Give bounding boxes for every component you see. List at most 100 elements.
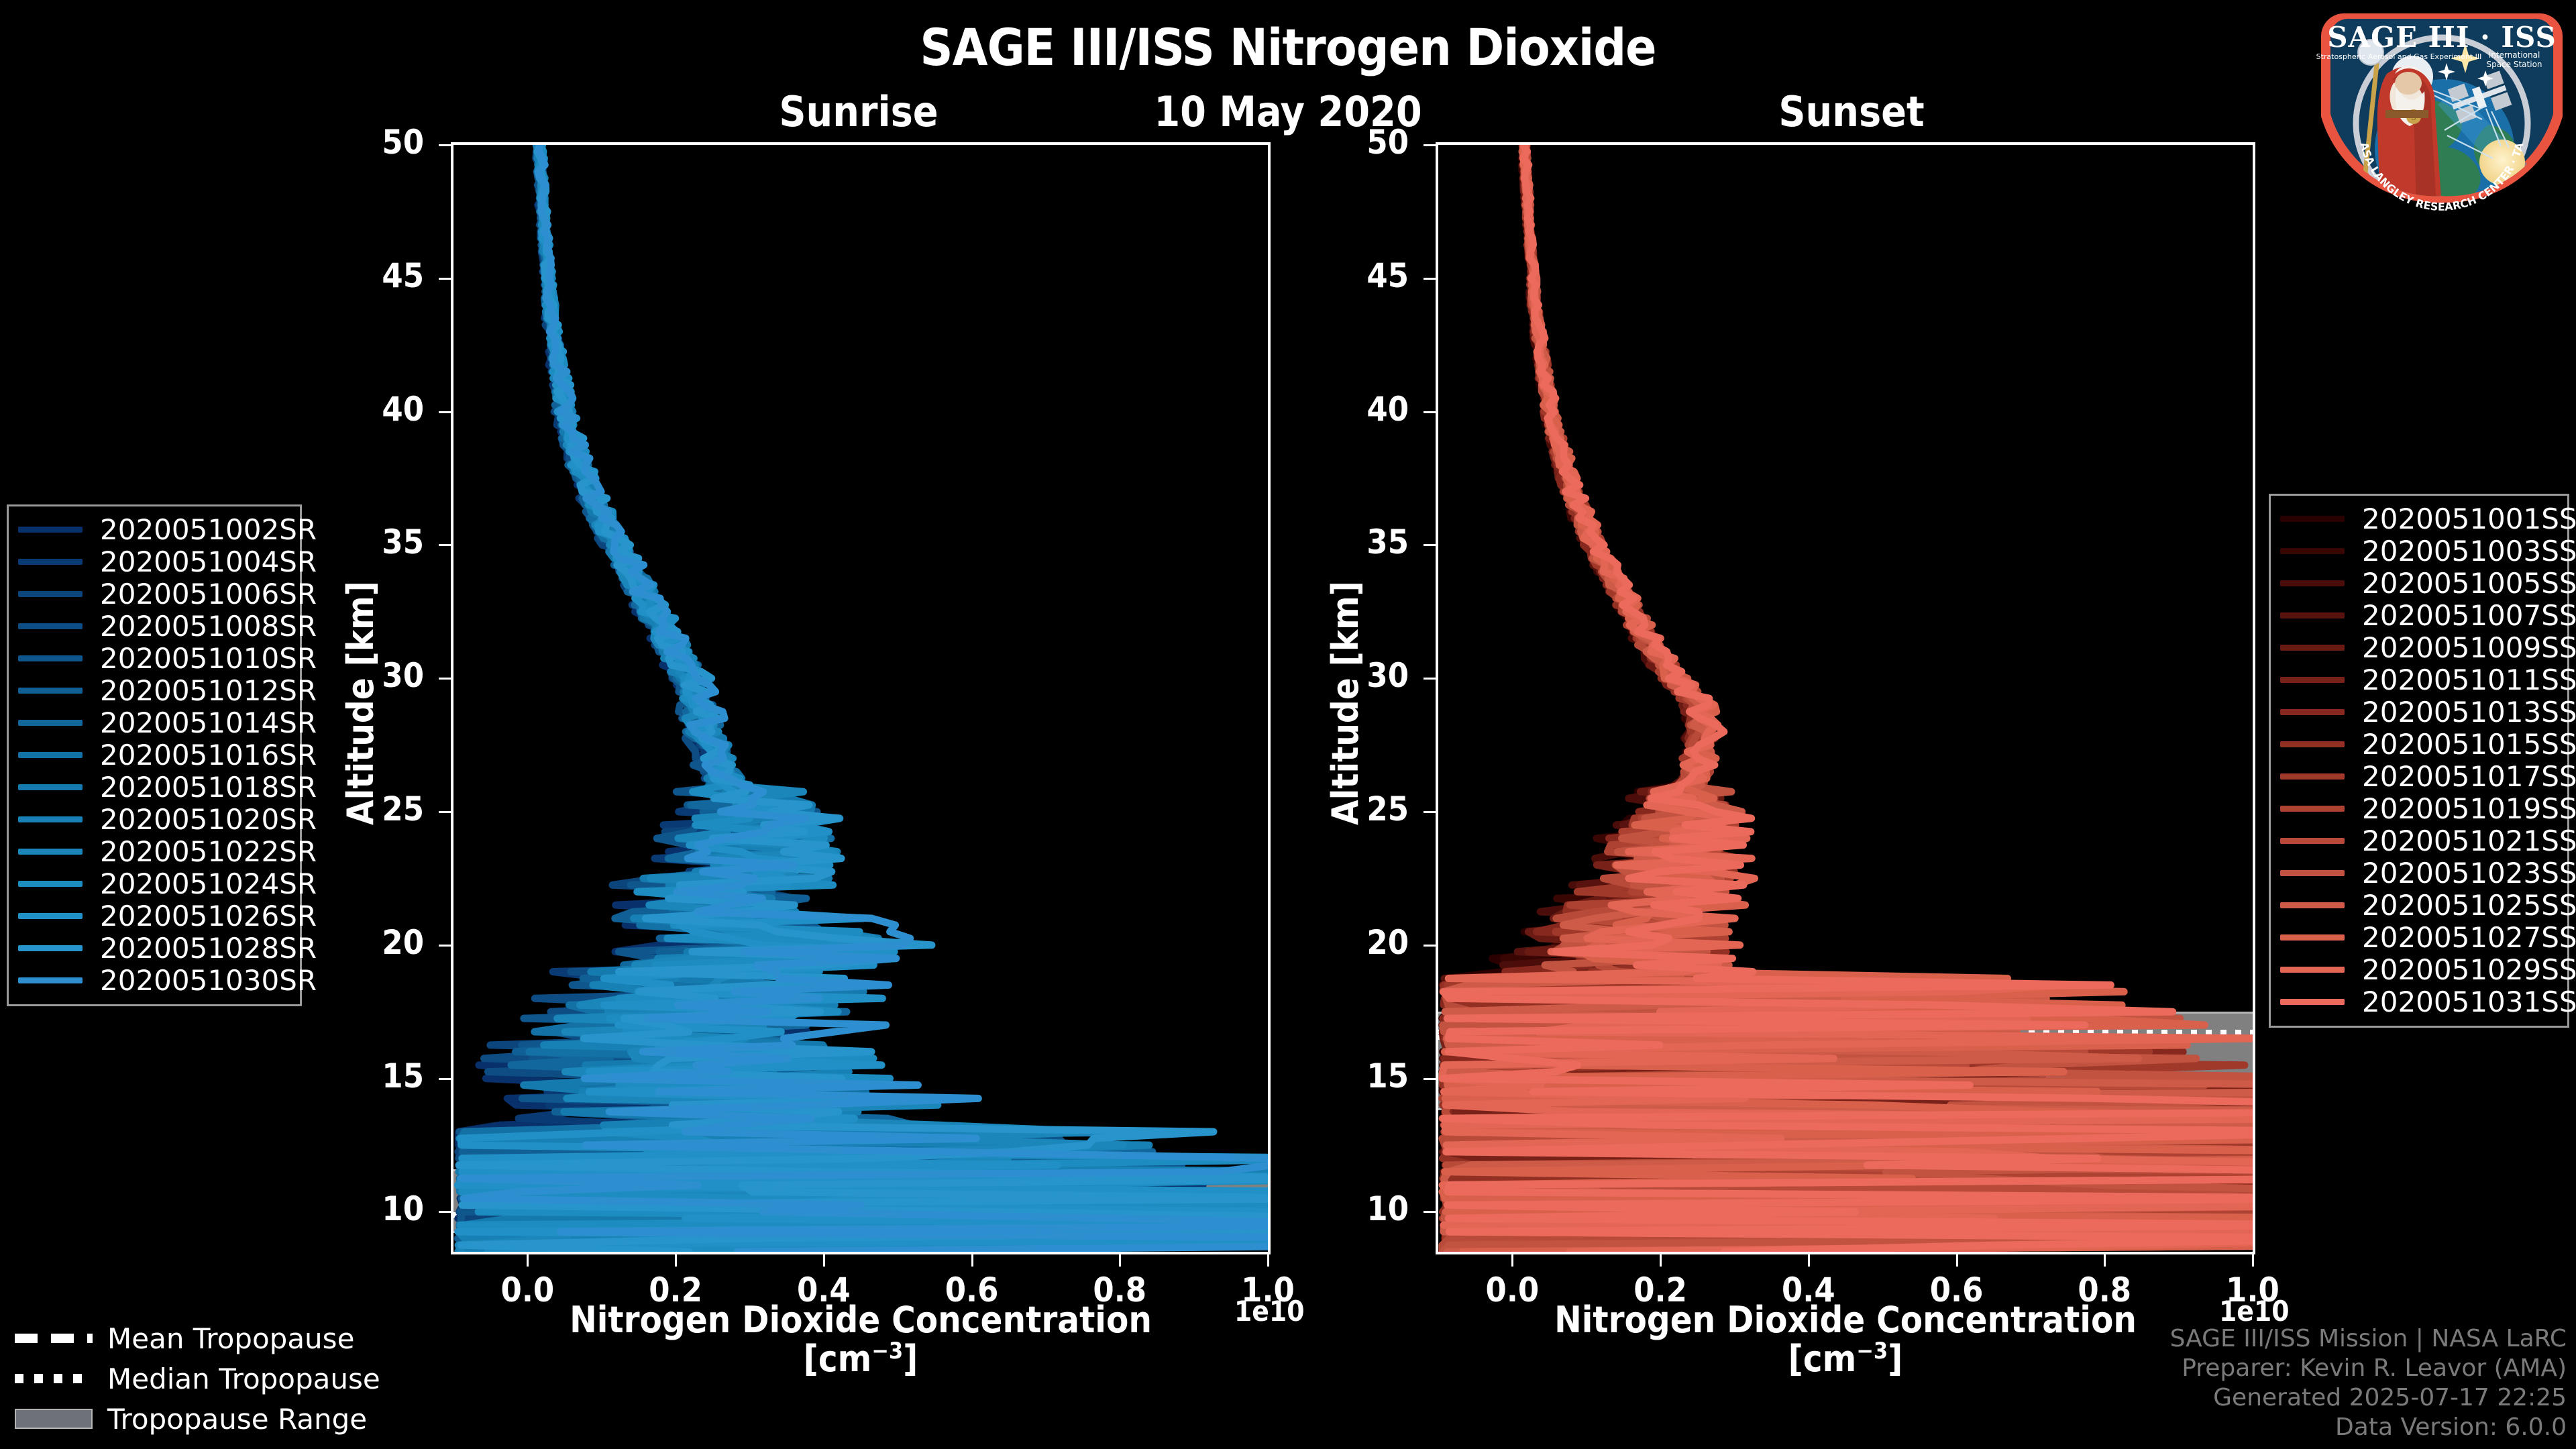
tropopause-key-median-marker xyxy=(15,1374,93,1383)
y-tick-ss-15 xyxy=(1424,1077,1436,1080)
legend-sunset-item[interactable]: 2020051011SS xyxy=(2280,663,2576,696)
credits-line-3: Generated 2025-07-17 22:25 xyxy=(2213,1384,2567,1412)
tropopause-key-mean-label: Mean Tropopause xyxy=(107,1322,355,1355)
patch-subtitle-right-line2: Space Station xyxy=(2486,60,2542,69)
legend-sunset-item[interactable]: 2020051029SS xyxy=(2280,953,2576,986)
y-axis-label-sunrise: Altitude [km] xyxy=(339,581,382,825)
legend-sunrise-item[interactable]: 2020051030SR xyxy=(18,964,317,997)
legend-sunrise-item[interactable]: 2020051008SR xyxy=(18,610,317,643)
legend-sunset-item[interactable]: 2020051005SS xyxy=(2280,567,2576,600)
y-tick-ss-20 xyxy=(1424,944,1436,947)
legend-sunrise-swatch xyxy=(18,655,83,661)
x-tick-ss-0.4 xyxy=(1807,1254,1810,1267)
x-tick-label-sr-0.0: 0.0 xyxy=(500,1271,555,1309)
legend-sunset-item[interactable]: 2020051017SS xyxy=(2280,760,2576,793)
legend-sunrise-item[interactable]: 2020051010SR xyxy=(18,642,317,675)
y-tick-label-ss-45: 45 xyxy=(1366,256,1409,295)
legend-sunset-item[interactable]: 2020051031SS xyxy=(2280,985,2576,1018)
y-tick-label-sr-10: 10 xyxy=(382,1189,424,1229)
legend-sunset-item[interactable]: 2020051003SS xyxy=(2280,535,2576,568)
panel-title-sunrise: Sunrise xyxy=(779,87,938,136)
legend-sunrise-item[interactable]: 2020051022SR xyxy=(18,835,317,868)
legend-sunset-swatch xyxy=(2280,676,2345,683)
legend-sunrise-label: 2020051010SR xyxy=(100,641,317,675)
y-tick-ss-50 xyxy=(1424,144,1436,146)
y-tick-sr-45 xyxy=(439,277,451,280)
legend-sunset-swatch xyxy=(2280,902,2345,908)
legend-sunset-item[interactable]: 2020051023SS xyxy=(2280,857,2576,890)
legend-sunrise-swatch xyxy=(18,848,83,855)
page-date: 10 May 2020 xyxy=(1154,87,1422,136)
y-tick-label-ss-15: 15 xyxy=(1366,1056,1409,1095)
profile-lines-sunset xyxy=(1438,145,2253,1252)
credits-line-4: Data Version: 6.0.0 xyxy=(2335,1413,2567,1442)
legend-sunrise-item[interactable]: 2020051016SR xyxy=(18,739,317,771)
legend-sunset-item[interactable]: 2020051019SS xyxy=(2280,792,2576,825)
legend-sunset-swatch xyxy=(2280,741,2345,747)
legend-sunrise-item[interactable]: 2020051026SR xyxy=(18,900,317,932)
sage-iii-iss-mission-patch-logo: S SAGE III · ISS Stratospheric Aerosol a… xyxy=(2313,4,2563,212)
y-tick-sr-50 xyxy=(439,144,451,146)
patch-subtitle-right-line1: International xyxy=(2489,50,2540,60)
legend-sunset-label: 2020051015SS xyxy=(2362,727,2576,761)
legend-sunrise-item[interactable]: 2020051024SR xyxy=(18,867,317,900)
y-tick-label-sr-25: 25 xyxy=(382,789,424,828)
legend-sunset-item[interactable]: 2020051009SS xyxy=(2280,631,2576,664)
legend-sunrise-swatch xyxy=(18,945,83,951)
legend-sunrise-label: 2020051024SR xyxy=(100,867,317,900)
legend-sunrise-item[interactable]: 2020051006SR xyxy=(18,578,317,610)
y-tick-label-ss-30: 30 xyxy=(1366,656,1409,696)
patch-subtitle-left: Stratospheric Aerosol and Gas Experiment… xyxy=(2316,52,2482,61)
legend-sunrise-swatch xyxy=(18,558,83,565)
y-tick-sr-15 xyxy=(439,1077,451,1080)
x-tick-label-ss-0.4: 0.4 xyxy=(1781,1271,1835,1309)
legend-sunset-item[interactable]: 2020051025SS xyxy=(2280,889,2576,922)
y-tick-ss-25 xyxy=(1424,810,1436,813)
y-tick-label-sr-30: 30 xyxy=(382,656,424,696)
legend-sunset-label: 2020051019SS xyxy=(2362,792,2576,825)
y-tick-label-ss-50: 50 xyxy=(1366,123,1409,162)
legend-sunset-label: 2020051007SS xyxy=(2362,598,2576,632)
legend-sunrise-item[interactable]: 2020051014SR xyxy=(18,706,317,739)
legend-sunset[interactable]: 2020051001SS 2020051003SS 2020051005SS 2020… xyxy=(2269,494,2576,1028)
legend-sunset-swatch xyxy=(2280,837,2345,844)
x-tick-sr-0.8 xyxy=(1119,1254,1122,1267)
legend-sunrise-item[interactable]: 2020051028SR xyxy=(18,932,317,965)
legend-sunset-item[interactable]: 2020051027SS xyxy=(2280,921,2576,954)
y-tick-sr-20 xyxy=(439,944,451,947)
patch-artwork: S xyxy=(2353,34,2534,197)
legend-sunrise-item[interactable]: 2020051020SR xyxy=(18,803,317,836)
legend-sunrise-swatch xyxy=(18,784,83,790)
legend-sunset-label: 2020051013SS xyxy=(2362,695,2576,729)
legend-sunrise-swatch xyxy=(18,623,83,629)
tropopause-key-median: Median Tropopause xyxy=(15,1358,380,1399)
y-axis-label-sunset: Altitude [km] xyxy=(1324,581,1366,825)
legend-sunrise-swatch xyxy=(18,590,83,597)
tropopause-key-median-label: Median Tropopause xyxy=(107,1362,380,1395)
x-tick-label-ss-1.0: 1.0 xyxy=(2226,1271,2279,1309)
plot-area-sunset xyxy=(1436,142,2255,1254)
legend-sunrise-item[interactable]: 2020051012SR xyxy=(18,674,317,707)
x-tick-label-sr-0.8: 0.8 xyxy=(1093,1271,1147,1309)
legend-sunset-label: 2020051025SS xyxy=(2362,888,2576,922)
x-tick-sr-0.6 xyxy=(971,1254,973,1267)
legend-sunset-item[interactable]: 2020051015SS xyxy=(2280,728,2576,761)
legend-sunrise-item[interactable]: 2020051018SR xyxy=(18,771,317,804)
legend-sunset-label: 2020051021SS xyxy=(2362,824,2576,857)
y-tick-label-ss-40: 40 xyxy=(1366,389,1409,429)
x-tick-sr-1.0 xyxy=(1267,1254,1269,1267)
legend-sunset-item[interactable]: 2020051007SS xyxy=(2280,599,2576,632)
legend-sunset-swatch xyxy=(2280,998,2345,1005)
legend-sunset-item[interactable]: 2020051013SS xyxy=(2280,696,2576,729)
legend-sunrise-item[interactable]: 2020051004SR xyxy=(18,545,317,578)
y-tick-sr-10 xyxy=(439,1211,451,1214)
x-axis-label-text: Nitrogen Dioxide Concentration xyxy=(1554,1299,2137,1341)
profile-lines-sunrise xyxy=(453,145,1268,1252)
legend-sunrise-item[interactable]: 2020051002SR xyxy=(18,513,317,546)
legend-sunset-item[interactable]: 2020051021SS xyxy=(2280,824,2576,857)
profile-line xyxy=(1439,145,2253,1252)
legend-sunrise-label: 2020051020SR xyxy=(100,802,317,836)
legend-sunset-item[interactable]: 2020051001SS xyxy=(2280,502,2576,535)
legend-sunrise[interactable]: 2020051002SR 2020051004SR 2020051006SR 2020… xyxy=(7,504,317,1006)
x-tick-label-ss-0.0: 0.0 xyxy=(1485,1271,1540,1309)
